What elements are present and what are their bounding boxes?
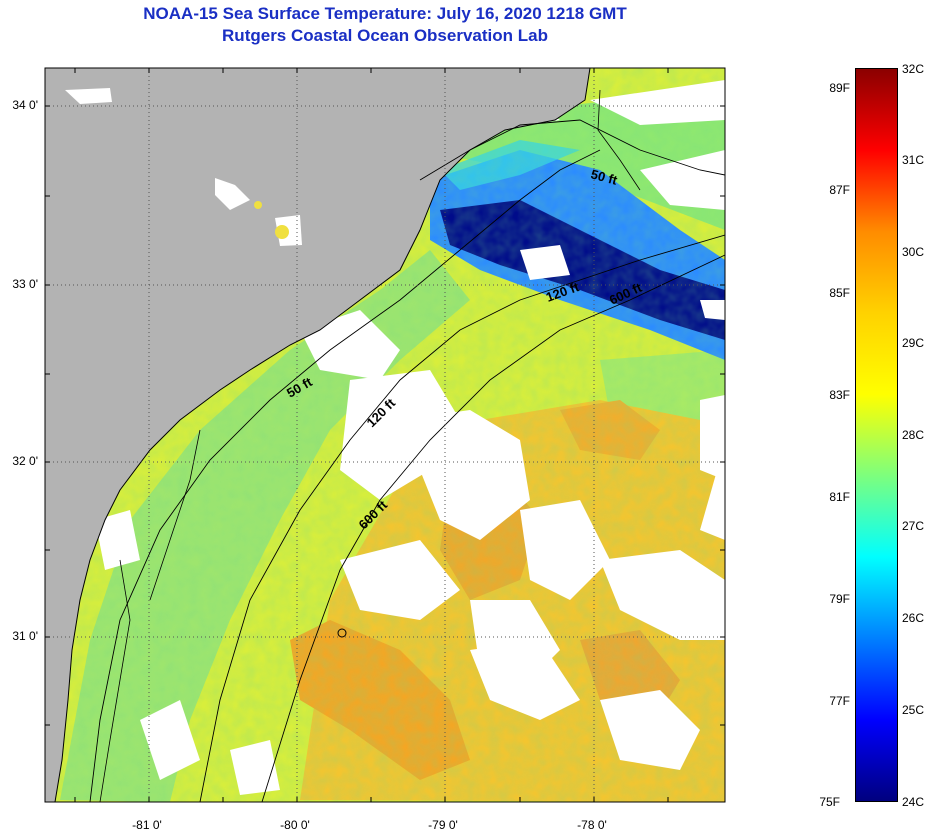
colorbar-label-79f: 79F [829, 592, 850, 606]
lat-label-34: 34 0' [12, 98, 38, 112]
lat-label-31: 31 0' [12, 629, 38, 643]
graticule [45, 68, 725, 802]
lon-label-81: -81 0' [132, 818, 162, 832]
lat-label-33: 33 0' [12, 277, 38, 291]
lat-label-32: 32 0' [12, 454, 38, 468]
colorbar-label-77f: 77F [829, 694, 850, 708]
colorbar-label-85f: 85F [829, 286, 850, 300]
colorbar-label-30c: 30C [902, 245, 925, 259]
land-mass [45, 68, 590, 802]
isobath-label-50ft-north: 50 ft [589, 166, 619, 188]
coastline-north [419, 119, 725, 181]
lon-label-80: -80 0' [280, 818, 310, 832]
tick-marks [45, 68, 725, 802]
inland-sst-specks [254, 201, 289, 239]
colorbar-label-27c: 27C [902, 519, 925, 533]
coastline-inner [99, 89, 641, 802]
colorbar-label-26c: 26C [902, 611, 925, 625]
colorbar-label-32c: 32C [902, 62, 925, 76]
colorbar-label-31c: 31C [902, 153, 925, 167]
colorbar-label-28c: 28C [902, 428, 925, 442]
colorbar-label-83f: 83F [829, 388, 850, 402]
colorbar-label-81f: 81F [829, 490, 850, 504]
lon-label-78: -78 0' [577, 818, 607, 832]
colorbar-label-87f: 87F [829, 183, 850, 197]
colorbar-label-24c: 24C [902, 795, 925, 809]
isobath-120ft [199, 234, 725, 802]
isobath-600ft [261, 254, 725, 802]
coastline [54, 68, 591, 802]
colorbar-label-29c: 29C [902, 336, 925, 350]
buoy-marker [337, 628, 347, 638]
isobath-50ft [89, 149, 601, 802]
chart-title: NOAA-15 Sea Surface Temperature: July 16… [143, 4, 627, 23]
map-frame [44, 67, 726, 803]
colorbar-label-25c: 25C [902, 703, 925, 717]
colorbar-label-75f: 75F [819, 795, 840, 809]
chart-subtitle: Rutgers Coastal Ocean Observation Lab [222, 26, 548, 45]
temperature-colorbar [855, 68, 898, 802]
lon-label-79: -79 0' [428, 818, 458, 832]
colorbar-label-89f: 89F [829, 81, 850, 95]
